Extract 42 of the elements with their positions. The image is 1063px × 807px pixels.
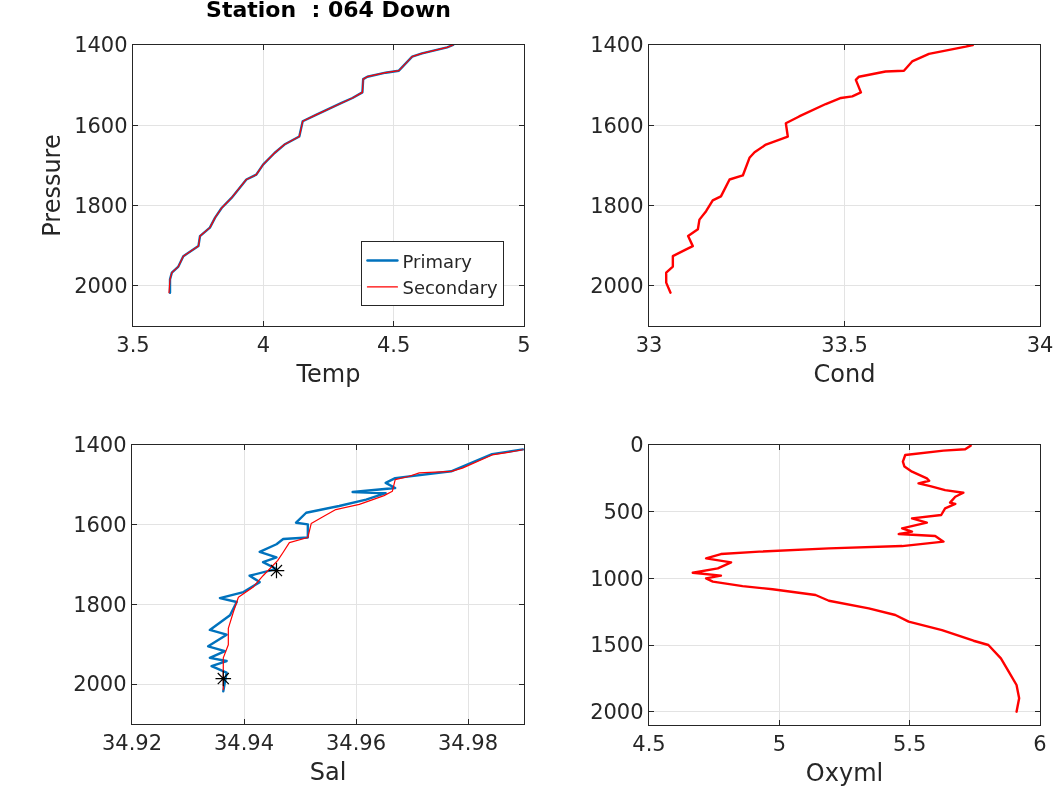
x-tick-label: 33 (635, 333, 663, 358)
y-tick-label: 0 (630, 433, 644, 458)
x-tick-label: 4.5 (632, 732, 666, 757)
line-series (691, 445, 1021, 713)
y-tick-label: 1800 (74, 193, 128, 218)
y-tick-label: 2000 (590, 274, 644, 299)
x-axis-title: Temp (295, 359, 361, 388)
y-tick-label: 500 (603, 500, 644, 525)
y-tick-label: 1600 (74, 113, 128, 138)
x-tick-label: 34 (1026, 333, 1054, 358)
x-tick-label: 4.5 (376, 333, 411, 358)
x-tick-label: 33.5 (821, 333, 868, 358)
x-tick-label: 5.5 (892, 732, 927, 757)
chart-title: Station : 064 Down (206, 0, 451, 23)
line-series (665, 45, 974, 294)
y-tick-label: 2000 (590, 700, 644, 725)
x-axis-title: Sal (309, 757, 347, 786)
x-tick-label: 34.96 (325, 731, 387, 756)
x-axis-title: Oxyml (805, 758, 884, 787)
x-tick-label: 6 (1033, 732, 1047, 757)
y-tick-label: 2000 (73, 672, 127, 697)
x-tick-label: 34.92 (101, 731, 163, 756)
y-tick-label: 1500 (590, 633, 644, 658)
y-tick-label: 1600 (590, 113, 644, 138)
y-tick-label: 1600 (73, 513, 127, 538)
y-tick-label: 1800 (73, 592, 127, 617)
x-tick-label: 34.98 (437, 731, 499, 756)
x-tick-label: 3.5 (116, 333, 150, 358)
y-tick-label: 1400 (74, 33, 128, 58)
legend-label: Primary (402, 250, 473, 272)
y-tick-label: 1400 (590, 33, 644, 58)
y-axis-title: Pressure (38, 134, 67, 237)
x-tick-label: 4 (256, 333, 271, 358)
y-tick-label: 1400 (73, 433, 127, 458)
x-axis-title: Cond (813, 359, 876, 388)
legend-label: Secondary (402, 276, 499, 298)
x-tick-label: 5 (517, 333, 531, 358)
y-tick-label: 1800 (590, 193, 644, 218)
x-tick-label: 34.94 (213, 731, 275, 756)
y-tick-label: 2000 (74, 274, 128, 299)
y-tick-label: 1000 (590, 566, 644, 591)
x-tick-label: 5 (772, 732, 787, 757)
